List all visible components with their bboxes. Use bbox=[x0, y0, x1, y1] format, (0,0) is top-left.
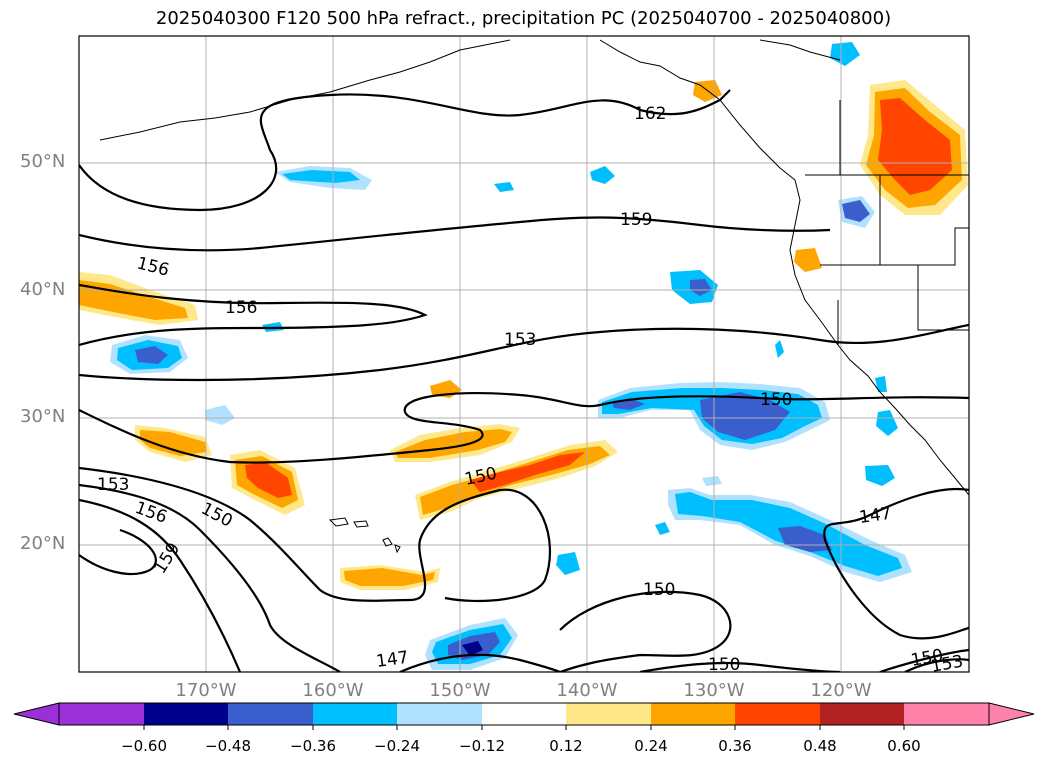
lon-label: 140°W bbox=[556, 680, 618, 701]
precip-region-negative bbox=[865, 465, 895, 486]
precip-region-negative bbox=[205, 405, 235, 425]
contour-label: 150 bbox=[760, 390, 792, 410]
colorbar-cell bbox=[59, 703, 144, 725]
precip-region-negative bbox=[775, 340, 784, 358]
precip-region-positive bbox=[245, 462, 292, 498]
lat-label: 30°N bbox=[20, 406, 66, 427]
lon-label: 150°W bbox=[429, 680, 491, 701]
colorbar-tick-label: 0.24 bbox=[634, 737, 668, 755]
precip-region-negative bbox=[875, 376, 887, 392]
contour-label: 147 bbox=[375, 648, 410, 672]
precip-region-negative bbox=[702, 476, 722, 486]
precip-region-negative bbox=[876, 410, 898, 436]
graticule bbox=[79, 36, 969, 672]
contour-label: 153 bbox=[504, 330, 536, 350]
colorbar-tick-label: −0.60 bbox=[121, 737, 167, 755]
precip-region-negative bbox=[135, 346, 168, 364]
contour-label: 150 bbox=[643, 580, 675, 600]
colorbar-cell bbox=[228, 703, 313, 725]
colorbar-tick-label: 0.36 bbox=[718, 737, 752, 755]
refractivity-contours bbox=[79, 89, 969, 672]
colorbar-cell bbox=[144, 703, 228, 725]
chart-title: 2025040300 F120 500 hPa refract., precip… bbox=[155, 8, 892, 29]
precip-region-positive bbox=[794, 248, 822, 272]
coastlines bbox=[99, 39, 969, 554]
colorbar-tick-label: 0.48 bbox=[803, 737, 837, 755]
colorbar-cell bbox=[566, 703, 651, 725]
lon-label: 120°W bbox=[810, 680, 872, 701]
precip-region-negative bbox=[282, 170, 360, 183]
precip-region-negative bbox=[655, 522, 670, 535]
colorbar-cell bbox=[397, 703, 482, 725]
colorbar-tick-label: 0.60 bbox=[887, 737, 921, 755]
precip-region-positive bbox=[470, 452, 585, 492]
precip-region-negative bbox=[462, 641, 483, 656]
precip-region-negative bbox=[494, 182, 514, 192]
precip-region-positive bbox=[140, 430, 206, 456]
contour-label: 156 bbox=[225, 298, 257, 318]
colorbar-cell bbox=[313, 703, 397, 725]
colorbar bbox=[13, 702, 1035, 730]
colorbar-tick-label: −0.24 bbox=[374, 737, 420, 755]
colorbar-tick-label: 0.12 bbox=[549, 737, 583, 755]
map-frame bbox=[79, 36, 969, 672]
colorbar-cell bbox=[482, 703, 566, 725]
contour-label: 162 bbox=[634, 104, 666, 124]
colorbar-cell bbox=[904, 703, 989, 725]
lon-label: 170°W bbox=[175, 680, 237, 701]
colorbar-border bbox=[58, 702, 990, 726]
precip-region-positive bbox=[344, 568, 435, 586]
precip-region-negative bbox=[556, 552, 580, 575]
lat-label: 20°N bbox=[20, 533, 66, 554]
colorbar-tick-label: −0.48 bbox=[205, 737, 251, 755]
lat-label: 40°N bbox=[20, 279, 66, 300]
colorbar-extend-low bbox=[13, 702, 60, 726]
contour-label: 150 bbox=[708, 655, 740, 675]
colorbar-extend-high bbox=[988, 702, 1035, 726]
colorbar-ticks bbox=[143, 725, 905, 730]
contour-label: 147 bbox=[858, 504, 893, 528]
contour-label: 153 bbox=[97, 475, 129, 495]
colorbar-tick-label: −0.12 bbox=[459, 737, 505, 755]
borders bbox=[805, 100, 969, 345]
colorbar-tick-label: −0.36 bbox=[290, 737, 336, 755]
lon-label: 160°W bbox=[302, 680, 364, 701]
precip-region-negative bbox=[842, 200, 870, 222]
precip-region-negative bbox=[830, 42, 860, 66]
colorbar-cell bbox=[820, 703, 904, 725]
precip-region-negative bbox=[700, 392, 790, 440]
contour-label: 159 bbox=[620, 210, 652, 230]
precip-region-positive bbox=[878, 98, 952, 195]
precip-region-negative bbox=[590, 166, 615, 184]
precip-region-negative bbox=[690, 279, 712, 296]
lon-label: 130°W bbox=[683, 680, 745, 701]
map-border bbox=[78, 35, 970, 673]
lat-label: 50°N bbox=[20, 151, 66, 172]
colorbar-cell bbox=[735, 703, 820, 725]
contour-label: 153 bbox=[929, 652, 964, 677]
colorbar-cell bbox=[651, 703, 735, 725]
